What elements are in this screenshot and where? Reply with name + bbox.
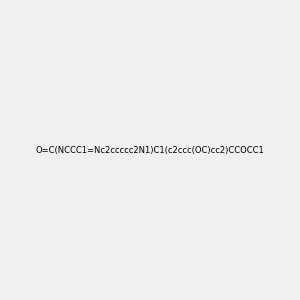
Text: O=C(NCCC1=Nc2ccccc2N1)C1(c2ccc(OC)cc2)CCOCC1: O=C(NCCC1=Nc2ccccc2N1)C1(c2ccc(OC)cc2)CC… <box>36 146 264 154</box>
